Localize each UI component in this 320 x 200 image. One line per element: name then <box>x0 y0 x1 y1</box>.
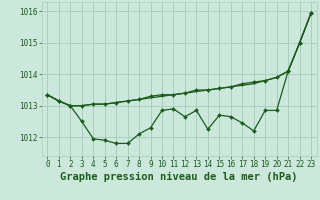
X-axis label: Graphe pression niveau de la mer (hPa): Graphe pression niveau de la mer (hPa) <box>60 172 298 182</box>
